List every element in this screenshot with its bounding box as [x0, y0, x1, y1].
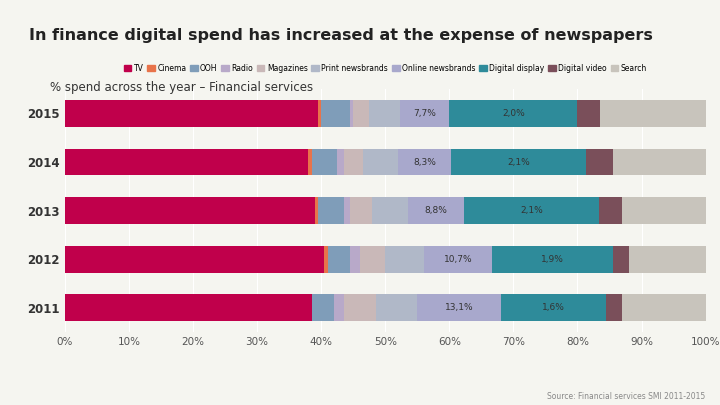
Text: 8,3%: 8,3% — [413, 158, 436, 166]
Text: 1,6%: 1,6% — [542, 303, 565, 312]
Bar — [343, 197, 350, 224]
Text: In finance digital spend has increased at the expense of newspapers: In finance digital spend has increased a… — [29, 28, 652, 43]
Bar — [613, 246, 629, 273]
Bar — [350, 246, 359, 273]
Bar — [606, 294, 622, 321]
Text: 7,7%: 7,7% — [413, 109, 436, 118]
Bar — [343, 149, 363, 175]
Bar — [350, 197, 372, 224]
Bar — [577, 100, 600, 127]
Bar — [376, 294, 418, 321]
Bar — [400, 100, 449, 127]
Bar — [65, 100, 318, 127]
Bar — [334, 294, 343, 321]
Bar — [586, 149, 613, 175]
Text: 8,8%: 8,8% — [424, 206, 447, 215]
Bar — [622, 197, 706, 224]
Bar — [328, 246, 350, 273]
Bar — [613, 149, 706, 175]
Bar — [372, 197, 408, 224]
Text: 13,1%: 13,1% — [445, 303, 474, 312]
Bar — [65, 149, 308, 175]
Bar — [350, 100, 354, 127]
Bar — [354, 100, 369, 127]
Bar — [408, 197, 464, 224]
Text: 1,9%: 1,9% — [541, 255, 564, 264]
Bar — [359, 246, 385, 273]
Text: Source: Financial services SMI 2011-2015: Source: Financial services SMI 2011-2015 — [547, 392, 706, 401]
Bar — [318, 100, 321, 127]
Bar — [622, 294, 706, 321]
Text: % spend across the year – Financial services: % spend across the year – Financial serv… — [50, 81, 313, 94]
Bar — [398, 149, 451, 175]
Bar — [600, 100, 706, 127]
Bar — [324, 246, 328, 273]
Bar — [449, 100, 577, 127]
Bar — [337, 149, 343, 175]
Bar — [629, 246, 706, 273]
Bar — [385, 246, 423, 273]
Bar — [65, 294, 312, 321]
Bar — [65, 197, 315, 224]
Bar — [343, 294, 376, 321]
Bar — [464, 197, 598, 224]
Bar — [501, 294, 606, 321]
Bar — [369, 100, 400, 127]
Text: 2,0%: 2,0% — [502, 109, 525, 118]
Bar — [598, 197, 622, 224]
Bar — [315, 197, 318, 224]
Text: 10,7%: 10,7% — [444, 255, 472, 264]
Legend: TV, Cinema, OOH, Radio, Magazines, Print newsbrands, Online newsbrands, Digital : TV, Cinema, OOH, Radio, Magazines, Print… — [121, 61, 649, 75]
Bar — [65, 246, 324, 273]
Bar — [312, 149, 337, 175]
Bar — [418, 294, 501, 321]
Bar — [363, 149, 398, 175]
Bar — [312, 294, 334, 321]
Bar — [423, 246, 492, 273]
Bar — [321, 100, 350, 127]
Bar — [318, 197, 343, 224]
Text: 2,1%: 2,1% — [507, 158, 530, 166]
Bar — [451, 149, 586, 175]
Bar — [308, 149, 312, 175]
Bar — [492, 246, 613, 273]
Text: 2,1%: 2,1% — [520, 206, 543, 215]
